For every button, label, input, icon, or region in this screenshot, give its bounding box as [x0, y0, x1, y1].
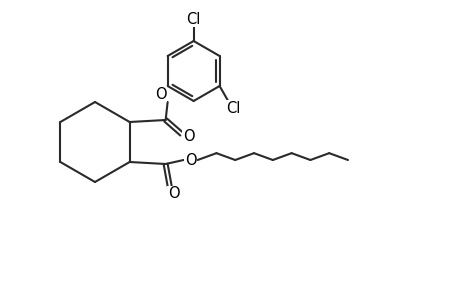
Text: O: O [155, 86, 166, 101]
Text: O: O [182, 128, 194, 143]
Text: O: O [168, 187, 179, 202]
Text: O: O [185, 152, 196, 167]
Text: Cl: Cl [186, 11, 201, 26]
Text: Cl: Cl [226, 100, 240, 116]
